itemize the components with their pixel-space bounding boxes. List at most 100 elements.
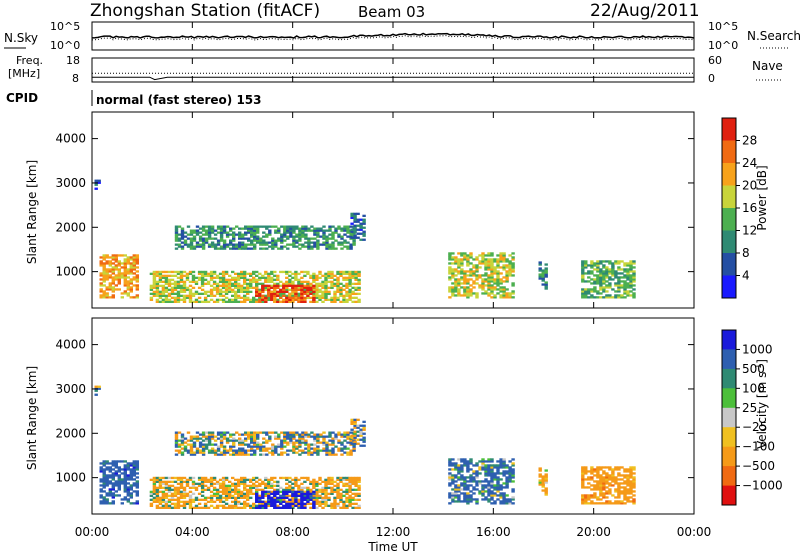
vel-echo-cell	[605, 496, 609, 499]
vel-echo-cell	[318, 490, 322, 493]
vel-echo-cell	[505, 464, 509, 467]
vel-echo-cell	[170, 498, 175, 501]
power-echo-cell	[475, 256, 479, 259]
power-echo-cell	[451, 262, 455, 265]
power-echo-cell	[330, 280, 334, 283]
power-echo-cell	[626, 276, 630, 279]
vel-echo-cell	[237, 484, 241, 487]
power-echo-cell	[310, 229, 314, 232]
vel-echo-cell	[209, 498, 214, 501]
vel-echo-cell	[158, 478, 163, 481]
vel-echo-cell	[481, 464, 485, 467]
power-echo-cell	[232, 235, 236, 238]
vel-echo-cell	[454, 480, 458, 483]
power-echo-cell	[192, 229, 197, 232]
vel-echo-cell	[309, 488, 313, 491]
vel-echo-cell	[328, 435, 332, 438]
vel-echo-cell	[212, 506, 217, 509]
vel-echo-cell	[327, 478, 331, 481]
vel-echo-cell	[244, 449, 248, 452]
vel-echo-cell	[315, 496, 319, 499]
vel-echo-cell	[102, 474, 106, 477]
vel-echo-cell	[232, 439, 236, 442]
power-echo-cell	[608, 282, 612, 285]
power-echo-cell	[191, 274, 196, 277]
power-echo-cell	[201, 245, 206, 248]
power-echo-cell	[212, 280, 217, 283]
vel-echo-cell	[253, 443, 257, 446]
power-echo-cell	[270, 276, 274, 279]
vel-echo-cell	[602, 502, 606, 505]
vel-echo-cell	[191, 480, 196, 483]
power-echo-cell	[599, 276, 603, 279]
power-echo-cell	[448, 252, 452, 255]
vel-echo-cell	[505, 472, 509, 475]
vel-echo-cell	[265, 441, 269, 444]
vel-echo-cell	[209, 500, 214, 503]
power-echo-cell	[240, 290, 244, 293]
vel-echo-cell	[108, 468, 112, 471]
power-echo-cell	[280, 237, 284, 240]
power-echo-cell	[309, 288, 313, 291]
power-echo-cell	[200, 276, 205, 279]
vel-echo-cell	[349, 439, 353, 442]
power-echo-cell	[99, 294, 103, 297]
vel-echo-cell	[200, 482, 205, 485]
vel-echo-cell	[189, 435, 194, 438]
power-echo-cell	[176, 300, 181, 303]
vel-echo-cell	[237, 496, 241, 499]
power-echo-cell	[191, 270, 196, 274]
power-echo-cell	[164, 274, 169, 277]
power-echo-cell	[222, 245, 227, 248]
power-echo-cell	[108, 256, 112, 259]
power-echo-cell	[300, 270, 304, 274]
vel-echo-cell	[581, 500, 585, 503]
power-echo-cell	[327, 286, 331, 289]
vel-echo-cell	[186, 443, 191, 446]
power-echo-cell	[207, 231, 212, 234]
power-echo-cell	[448, 288, 452, 291]
vel-echo-cell	[590, 476, 594, 479]
vel-echo-cell	[243, 500, 247, 503]
vel-echo-cell	[605, 476, 609, 479]
vel-echo-cell	[173, 502, 178, 505]
power-echo-cell	[279, 284, 283, 287]
power-echo-cell	[229, 233, 233, 236]
power-echo-cell	[336, 270, 340, 274]
power-echo-cell	[292, 225, 296, 228]
power-echo-cell	[324, 284, 328, 287]
power-echo-cell	[632, 272, 636, 275]
power-echo-cell	[221, 294, 226, 297]
vel-echo-cell	[508, 472, 512, 475]
vel-echo-cell	[448, 478, 452, 481]
power-echo-cell	[237, 296, 241, 299]
vel-echo-cell	[490, 476, 494, 479]
power-echo-cell	[161, 274, 166, 277]
power-echo-cell	[354, 272, 358, 275]
vel-echo-cell	[261, 492, 265, 495]
vel-echo-cell	[183, 445, 188, 448]
power-echo-cell	[599, 270, 603, 273]
vel-echo-cell	[203, 498, 208, 501]
power-echo-cell	[167, 288, 172, 291]
vel-echo-cell	[490, 470, 494, 473]
vel-echo-cell	[291, 496, 295, 499]
power-echo-cell	[123, 266, 127, 269]
vel-echo-cell	[331, 451, 335, 454]
power-echo-cell	[626, 270, 630, 273]
vel-echo-cell	[496, 498, 500, 501]
vel-echo-cell	[102, 462, 106, 465]
power-echo-cell	[238, 237, 242, 240]
power-echo-cell	[359, 238, 363, 241]
power-echo-cell	[291, 282, 295, 285]
power-echo-cell	[155, 294, 160, 297]
power-echo-cell	[301, 231, 305, 234]
vel-echo-cell	[502, 466, 506, 469]
vel-echo-cell	[617, 484, 621, 487]
power-echo-cell	[608, 284, 612, 287]
power-echo-cell	[111, 258, 115, 261]
power-echo-cell	[135, 278, 139, 281]
vel-echo-cell	[198, 443, 203, 446]
power-echo-cell	[475, 270, 479, 273]
vel-echo-cell	[508, 470, 512, 473]
